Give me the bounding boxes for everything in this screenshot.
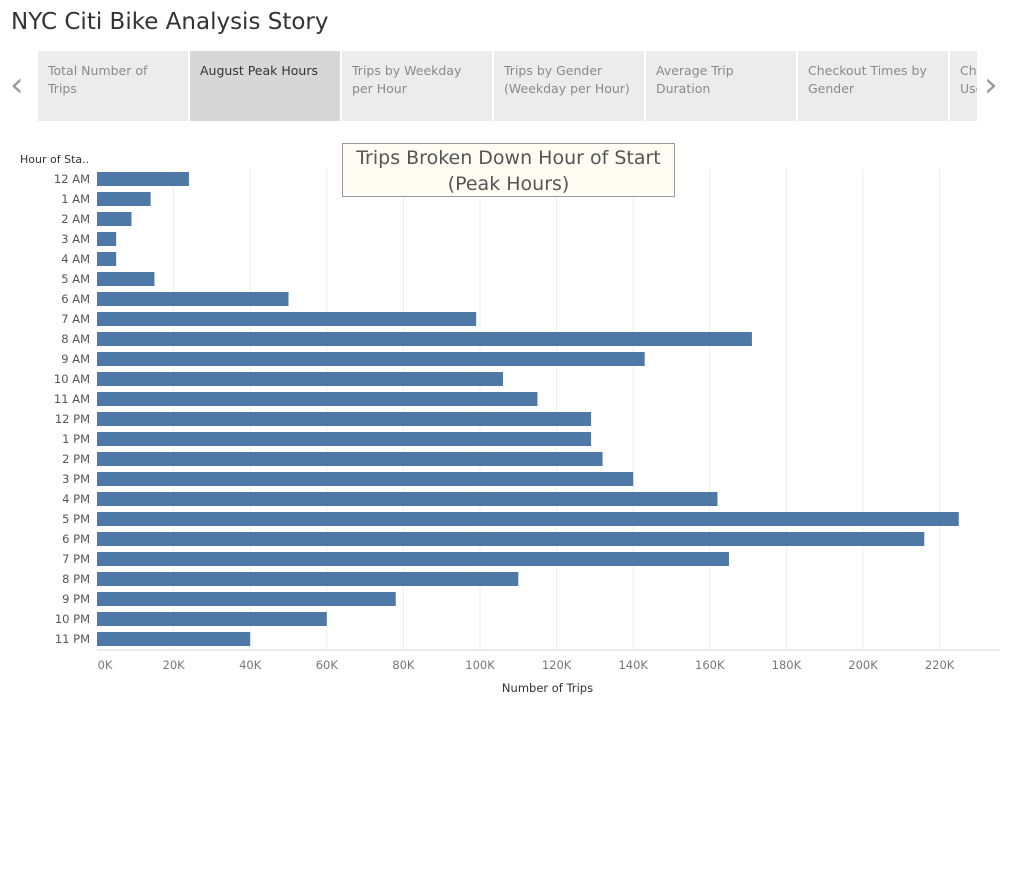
y-tick-label: 1 AM	[61, 192, 90, 206]
bar	[97, 372, 503, 386]
y-tick-label: 12 PM	[55, 412, 90, 426]
tab-average-trip-duration[interactable]: Average Trip Duration	[646, 51, 796, 121]
x-tick-label: 60K	[316, 658, 339, 672]
x-tick-label: 200K	[848, 658, 878, 672]
x-tick-label: 120K	[542, 658, 572, 672]
y-tick-label: 6 AM	[61, 292, 90, 306]
bar	[97, 592, 396, 606]
bar	[97, 232, 117, 246]
y-tick-label: 4 AM	[61, 252, 90, 266]
x-tick-label: 180K	[772, 658, 802, 672]
x-tick-label: 100K	[465, 658, 495, 672]
y-tick-label: 5 AM	[61, 272, 90, 286]
y-tick-label: 10 AM	[54, 372, 90, 386]
y-tick-label: 11 AM	[54, 392, 90, 406]
y-tick-label: 9 AM	[61, 352, 90, 366]
x-axis-title: Number of Trips	[501, 681, 594, 695]
tab-total-number-of-trips[interactable]: Total Number of Trips	[38, 51, 188, 121]
x-tick-label: 80K	[392, 658, 415, 672]
bar	[97, 572, 519, 586]
bar	[97, 612, 327, 626]
bar	[97, 432, 592, 446]
bar	[97, 332, 752, 346]
y-tick-label: 8 AM	[61, 332, 90, 346]
y-tick-label: 7 AM	[61, 312, 90, 326]
x-tick-label: 0K	[98, 658, 113, 672]
story-tabs: Total Number of Trips August Peak Hours …	[38, 51, 977, 121]
bar	[97, 212, 132, 226]
bar	[97, 472, 634, 486]
bar	[97, 552, 729, 566]
y-tick-label: 1 PM	[62, 432, 90, 446]
y-tick-label: 11 PM	[55, 632, 90, 646]
previous-tab-chevron-icon[interactable]: ‹	[10, 65, 24, 105]
tab-august-peak-hours[interactable]: August Peak Hours	[190, 51, 340, 121]
bar	[97, 632, 251, 646]
x-tick-label: 140K	[618, 658, 648, 672]
bar	[97, 272, 155, 286]
y-tick-label: 6 PM	[62, 532, 90, 546]
bar	[97, 412, 592, 426]
x-tick-label: 220K	[925, 658, 955, 672]
bar-chart: 12 AM 1 AM 2 AM 3 AM 4 AM 5 AM 6 AM 7 AM 8 AM 9 A…	[54, 169, 1000, 672]
bar	[97, 172, 189, 186]
story-title: NYC Citi Bike Analysis Story	[11, 9, 329, 35]
y-tick-label: 4 PM	[62, 492, 90, 506]
y-tick-label: 10 PM	[55, 612, 90, 626]
next-tab-chevron-icon[interactable]: ›	[984, 65, 998, 105]
bar	[97, 192, 151, 206]
bar	[97, 532, 925, 546]
y-tick-label: 3 PM	[62, 472, 90, 486]
bar	[97, 352, 645, 366]
bar	[97, 292, 289, 306]
x-tick-label: 40K	[239, 658, 262, 672]
bar	[97, 312, 477, 326]
y-tick-label: 5 PM	[62, 512, 90, 526]
x-tick-label: 20K	[163, 658, 186, 672]
y-tick-label: 8 PM	[62, 572, 90, 586]
bar	[97, 252, 117, 266]
tab-checkout-times-by-gender[interactable]: Checkout Times by Gender	[798, 51, 948, 121]
tab-checkout-times-by-user[interactable]: Checkout Times by User	[950, 51, 977, 121]
chart-title: Trips Broken Down Hour of Start (Peak Ho…	[342, 143, 675, 197]
y-tick-label: 3 AM	[61, 232, 90, 246]
y-tick-label: 12 AM	[54, 172, 90, 186]
tab-trips-by-weekday-per-hour[interactable]: Trips by Weekday per Hour	[342, 51, 492, 121]
bar	[97, 492, 718, 506]
bar	[97, 512, 959, 526]
chart-area: 12 AM 1 AM 2 AM 3 AM 4 AM 5 AM 6 AM 7 AM 8 AM 9 A…	[0, 130, 1016, 710]
y-tick-label: 7 PM	[62, 552, 90, 566]
y-tick-label: 9 PM	[62, 592, 90, 606]
y-axis-field-label: Hour of Sta..	[20, 153, 90, 166]
bar	[97, 392, 538, 406]
x-tick-label: 160K	[695, 658, 725, 672]
y-tick-label: 2 AM	[61, 212, 90, 226]
chart-title-line-2: (Peak Hours)	[447, 173, 570, 195]
y-tick-label: 2 PM	[62, 452, 90, 466]
tab-trips-by-gender[interactable]: Trips by Gender (Weekday per Hour)	[494, 51, 644, 121]
chart-title-line-1: Trips Broken Down Hour of Start	[356, 147, 661, 169]
bar	[97, 452, 603, 466]
